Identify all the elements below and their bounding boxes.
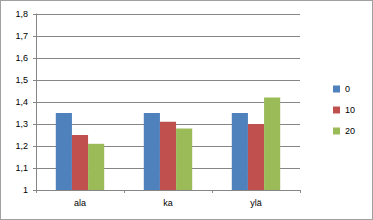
svg-text:1,1: 1,1	[15, 163, 28, 173]
svg-text:ka: ka	[163, 198, 173, 208]
svg-text:1: 1	[23, 185, 28, 195]
svg-text:ala: ala	[74, 198, 86, 208]
svg-text:1,2: 1,2	[15, 141, 28, 151]
svg-text:20: 20	[345, 126, 355, 136]
svg-text:1,8: 1,8	[15, 9, 28, 19]
svg-text:1,4: 1,4	[15, 97, 28, 107]
svg-text:ylä: ylä	[250, 198, 262, 208]
svg-text:1,6: 1,6	[15, 53, 28, 63]
svg-text:1,7: 1,7	[15, 31, 28, 41]
svg-text:1,3: 1,3	[15, 119, 28, 129]
svg-text:0: 0	[345, 84, 350, 94]
svg-text:10: 10	[345, 105, 355, 115]
svg-text:1,5: 1,5	[15, 75, 28, 85]
